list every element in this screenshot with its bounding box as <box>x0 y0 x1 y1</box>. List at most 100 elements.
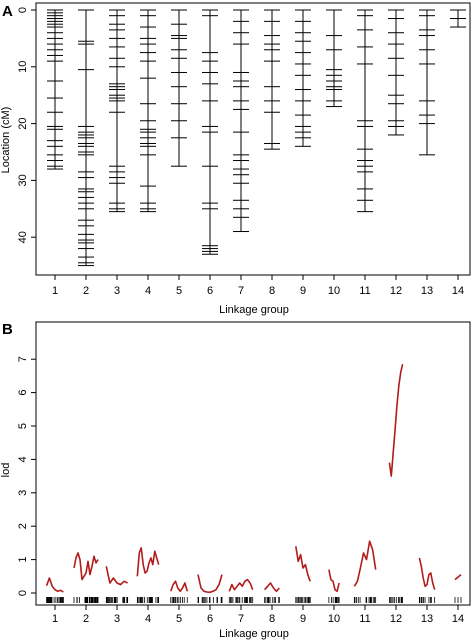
panel-a-groups <box>47 9 466 267</box>
y-tick-label: 0 <box>17 7 29 13</box>
linkage-group-1 <box>47 9 63 170</box>
rug-group-12 <box>388 597 404 603</box>
y-tick-label: 40 <box>17 231 29 243</box>
linkage-group-5 <box>171 9 187 167</box>
y-tick-label: 1 <box>17 557 29 563</box>
y-tick-label: 0 <box>17 590 29 596</box>
rug-group-4 <box>136 597 160 603</box>
x-tick-label: 3 <box>114 613 120 625</box>
rug-group-3 <box>105 597 129 603</box>
linkage-group-11 <box>357 9 373 213</box>
lod-curve-group-3 <box>105 566 128 586</box>
panel-a-letter: A <box>2 3 13 20</box>
rug-group-14 <box>454 597 462 603</box>
panel-a-y-axis-title: Location (cM) <box>0 107 12 174</box>
x-tick-label: 8 <box>269 613 275 625</box>
x-tick-label: 11 <box>359 613 370 625</box>
x-tick-label: 10 <box>328 613 340 625</box>
y-tick-label: 7 <box>17 356 29 362</box>
x-tick-label: 14 <box>452 613 464 625</box>
panel-a-plot-frame <box>35 2 471 276</box>
y-tick-label: 3 <box>17 490 29 496</box>
rug-group-1 <box>46 597 64 603</box>
rug-group-13 <box>418 597 436 603</box>
x-tick-label: 10 <box>328 285 340 297</box>
y-tick-label: 30 <box>17 174 29 186</box>
lod-curve-group-14 <box>454 573 462 581</box>
rug-group-5 <box>170 597 188 603</box>
rug-group-9 <box>295 597 311 603</box>
rug-group-11 <box>353 597 377 603</box>
x-tick-label: 7 <box>238 613 244 625</box>
x-tick-label: 13 <box>421 285 433 297</box>
linkage-group-3 <box>109 9 125 213</box>
x-tick-label: 9 <box>300 285 306 297</box>
lod-curve-group-7 <box>228 578 254 592</box>
panel-a-y-axis: 0 10 20 30 40 <box>17 7 36 243</box>
rug-group-7 <box>228 597 254 603</box>
panel-b-lod-curves <box>45 364 462 594</box>
linkage-group-7 <box>233 9 249 233</box>
linkage-group-4 <box>140 9 156 213</box>
lod-curve-group-2 <box>73 552 99 581</box>
x-tick-label: 12 <box>390 285 402 297</box>
panel-a-x-axis: 1 2 3 4 5 6 7 8 9 10 11 12 13 14 <box>52 275 464 297</box>
lod-curve-group-8 <box>264 582 280 593</box>
lod-curve-group-11 <box>353 540 377 587</box>
lod-curve-group-9 <box>295 546 311 582</box>
x-tick-label: 3 <box>114 285 120 297</box>
x-tick-label: 5 <box>176 613 182 625</box>
x-tick-label: 6 <box>207 285 213 297</box>
lod-curve-group-5 <box>170 580 189 593</box>
x-tick-label: 8 <box>269 285 275 297</box>
y-tick-label: 20 <box>17 117 29 129</box>
x-tick-label: 2 <box>83 285 89 297</box>
lod-curve-group-4 <box>136 547 160 577</box>
rug-group-2 <box>73 597 99 603</box>
x-tick-label: 14 <box>452 285 464 297</box>
panel-b-y-axis: 0 1 2 3 4 5 6 7 <box>17 356 36 596</box>
x-tick-label: 9 <box>300 613 306 625</box>
x-tick-label: 11 <box>359 285 370 297</box>
panel-b-letter: B <box>2 321 13 338</box>
rug-group-10 <box>328 597 340 603</box>
linkage-group-12 <box>388 9 404 136</box>
lod-curve-group-12 <box>388 364 404 477</box>
lod-curve-group-1 <box>45 577 64 593</box>
lod-curve-group-10 <box>328 569 340 593</box>
rug-group-6 <box>197 597 223 603</box>
y-tick-label: 2 <box>17 523 29 529</box>
x-tick-label: 1 <box>52 285 58 297</box>
x-tick-label: 1 <box>52 613 58 625</box>
x-tick-label: 5 <box>176 285 182 297</box>
lod-curve-group-6 <box>197 574 223 594</box>
linkage-group-13 <box>419 9 435 156</box>
panel-b-marker-rug <box>46 597 462 603</box>
y-tick-label: 4 <box>17 456 29 462</box>
linkage-group-14 <box>450 9 466 28</box>
panel-b-plot-frame <box>35 321 471 606</box>
linkage-group-10 <box>326 9 342 108</box>
x-tick-label: 7 <box>238 285 244 297</box>
x-tick-label: 2 <box>83 613 89 625</box>
x-tick-label: 13 <box>421 613 433 625</box>
y-tick-label: 10 <box>17 61 29 73</box>
x-tick-label: 4 <box>145 613 151 625</box>
lod-curve-group-13 <box>418 557 436 590</box>
panel-b-x-axis: 1 2 3 4 5 6 7 8 9 10 11 12 13 14 <box>52 605 464 625</box>
linkage-group-8 <box>264 9 280 150</box>
x-tick-label: 12 <box>390 613 402 625</box>
x-tick-label: 4 <box>145 285 151 297</box>
y-tick-label: 5 <box>17 423 29 429</box>
panel-b-y-axis-title: lod <box>0 463 12 478</box>
linkage-group-2 <box>78 9 94 267</box>
rug-group-8 <box>264 597 280 603</box>
panel-a-x-axis-title: Linkage group <box>219 304 289 316</box>
panel-b-x-axis-title: Linkage group <box>219 628 289 640</box>
y-tick-label: 6 <box>17 390 29 396</box>
x-tick-label: 6 <box>207 613 213 625</box>
